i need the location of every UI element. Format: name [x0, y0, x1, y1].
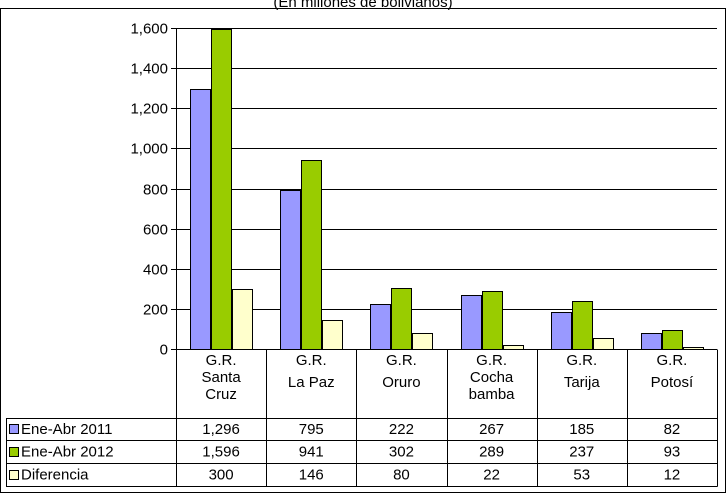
x-tick-label: G.R. — [206, 352, 237, 369]
x-tick-label: Santa — [201, 369, 241, 386]
bar — [593, 338, 614, 350]
x-tick-label: Potosí — [651, 374, 694, 391]
bar — [482, 291, 503, 350]
bar — [391, 288, 412, 350]
legend-label: Diferencia — [21, 467, 89, 484]
legend-label: Ene-Abr 2012 — [21, 444, 114, 461]
bar — [322, 320, 343, 350]
bar — [370, 304, 391, 350]
chart-subtitle: (En millones de bolivianos) — [273, 0, 453, 11]
data-label: 82 — [664, 421, 681, 438]
bar — [662, 330, 683, 350]
legend-key — [9, 447, 19, 457]
bar — [280, 190, 301, 350]
x-tick-label: G.R. — [296, 352, 327, 369]
y-tick-label: 600 — [143, 222, 168, 239]
bar — [232, 289, 253, 350]
data-label: 267 — [479, 421, 504, 438]
bar — [461, 295, 482, 350]
legend-key — [9, 470, 19, 480]
bar — [503, 345, 524, 350]
x-tick-label: Tarija — [564, 374, 601, 391]
data-label: 941 — [299, 444, 324, 461]
data-label: 146 — [299, 467, 324, 484]
data-label: 22 — [483, 467, 500, 484]
chart-border — [0, 8, 726, 493]
bar — [412, 333, 433, 350]
x-tick-label: G.R. — [656, 352, 687, 369]
bar — [551, 312, 572, 350]
bar — [301, 160, 322, 350]
data-label: 93 — [664, 444, 681, 461]
data-label: 237 — [569, 444, 594, 461]
x-tick-label: G.R. — [386, 352, 417, 369]
legend-label: Ene-Abr 2011 — [21, 421, 112, 438]
bar — [190, 89, 211, 350]
x-tick-label: Oruro — [382, 374, 420, 391]
data-label: 1,596 — [202, 444, 240, 461]
x-tick-label: Cocha — [470, 369, 514, 386]
bar — [641, 333, 662, 350]
y-tick-label: 400 — [143, 262, 168, 279]
data-label: 222 — [389, 421, 414, 438]
y-tick-label: 800 — [143, 182, 168, 199]
y-tick-label: 1,600 — [130, 21, 168, 38]
x-tick-label: G.R. — [566, 352, 597, 369]
data-label: 12 — [664, 467, 681, 484]
data-label: 289 — [479, 444, 504, 461]
x-tick-label: G.R. — [476, 352, 507, 369]
x-tick-label: bamba — [469, 386, 516, 403]
y-tick-label: 0 — [160, 342, 168, 359]
y-tick-label: 1,400 — [130, 61, 168, 78]
bar — [211, 29, 232, 350]
data-label: 1,296 — [202, 421, 240, 438]
x-tick-label: La Paz — [288, 374, 335, 391]
data-label: 185 — [569, 421, 594, 438]
data-label: 80 — [393, 467, 410, 484]
data-label: 302 — [389, 444, 414, 461]
y-tick-label: 200 — [143, 302, 168, 319]
data-label: 53 — [573, 467, 590, 484]
bar — [572, 301, 593, 350]
bar — [683, 347, 704, 350]
data-label: 795 — [299, 421, 324, 438]
data-label: 300 — [209, 467, 234, 484]
legend-key — [9, 424, 19, 434]
x-tick-label: Cruz — [205, 386, 237, 403]
y-tick-label: 1,000 — [130, 141, 168, 158]
y-tick-label: 1,200 — [130, 101, 168, 118]
